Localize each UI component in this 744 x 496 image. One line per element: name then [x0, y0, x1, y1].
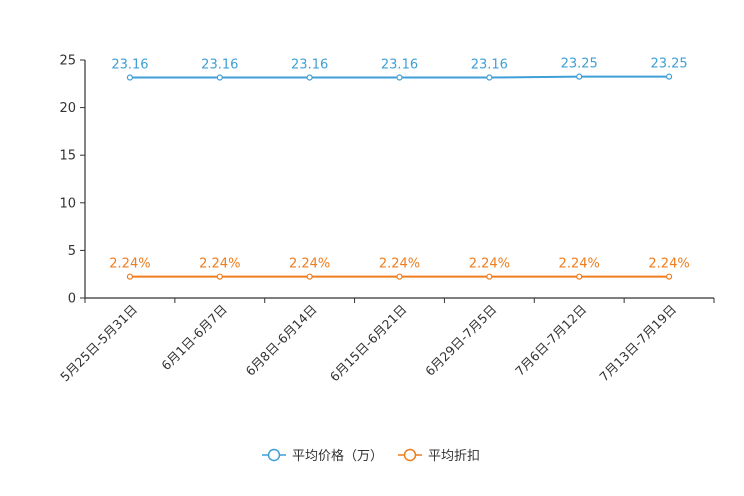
legend-label: 平均折扣 — [428, 449, 480, 464]
data-point[interactable] — [126, 74, 134, 81]
y-tick-label: 5 — [68, 244, 76, 259]
data-label: 2.24% — [289, 257, 330, 272]
legend-item-0[interactable]: 平均价格（万） — [262, 448, 383, 464]
data-point[interactable] — [306, 273, 313, 280]
data-label: 2.24% — [199, 257, 240, 272]
y-tick-label: 15 — [59, 149, 76, 164]
data-point[interactable] — [216, 74, 223, 81]
data-point[interactable] — [576, 273, 583, 280]
data-point[interactable] — [126, 273, 134, 280]
data-label: 2.24% — [469, 257, 510, 272]
axes: 0 5 10 15 20 25 5月25日-5月31日 6月1日-6月7日 6月8日-6月14日… — [57, 54, 715, 385]
data-label: 2.24% — [109, 257, 150, 272]
legend-marker-icon — [403, 448, 417, 462]
data-point[interactable] — [576, 73, 583, 80]
legend-label: 平均价格（万） — [292, 448, 383, 464]
series-0: 23.16 23.16 23.16 23.16 23.16 23.25 23.25 — [111, 57, 688, 81]
data-label: 23.16 — [471, 58, 508, 73]
data-point[interactable] — [396, 74, 403, 81]
y-tick-label: 25 — [59, 54, 76, 69]
series-layer: 23.16 23.16 23.16 23.16 23.16 23.25 23.25 2.24%… — [109, 57, 690, 280]
data-label: 23.25 — [561, 57, 598, 72]
x-tick-label: 6月15日-6月21日 — [327, 302, 410, 385]
data-point[interactable] — [216, 273, 223, 280]
y-tick-label: 20 — [59, 101, 76, 116]
data-label: 23.16 — [201, 58, 238, 73]
x-tick-label: 6月29日-7月5日 — [422, 302, 499, 379]
legend[interactable]: 平均价格（万） 平均折扣 — [262, 448, 480, 464]
x-tick-label: 7月6日-7月12日 — [512, 302, 589, 379]
data-label: 23.16 — [291, 58, 328, 73]
data-label: 2.24% — [379, 257, 420, 272]
series-1: 2.24% 2.24% 2.24% 2.24% 2.24% 2.24% 2.24% — [109, 257, 690, 280]
data-point[interactable] — [665, 73, 673, 80]
data-label: 23.25 — [650, 57, 687, 72]
data-point[interactable] — [486, 273, 493, 280]
data-point[interactable] — [665, 273, 673, 280]
data-label: 2.24% — [559, 257, 600, 272]
x-tick-label: 7月13日-7月19日 — [596, 302, 679, 385]
y-tick-label: 10 — [59, 196, 76, 211]
legend-item-1[interactable]: 平均折扣 — [398, 448, 480, 464]
x-tick-label: 6月8日-6月14日 — [242, 302, 319, 379]
data-point[interactable] — [396, 273, 403, 280]
data-point[interactable] — [486, 74, 493, 81]
y-tick-label: 0 — [68, 292, 76, 307]
data-label: 23.16 — [111, 58, 148, 73]
data-label: 2.24% — [648, 257, 689, 272]
x-tick-label: 5月25日-5月31日 — [57, 302, 140, 385]
legend-marker-icon — [267, 448, 281, 462]
data-point[interactable] — [306, 74, 313, 81]
data-label: 23.16 — [381, 58, 418, 73]
x-tick-label: 6月1日-6月7日 — [158, 302, 230, 374]
